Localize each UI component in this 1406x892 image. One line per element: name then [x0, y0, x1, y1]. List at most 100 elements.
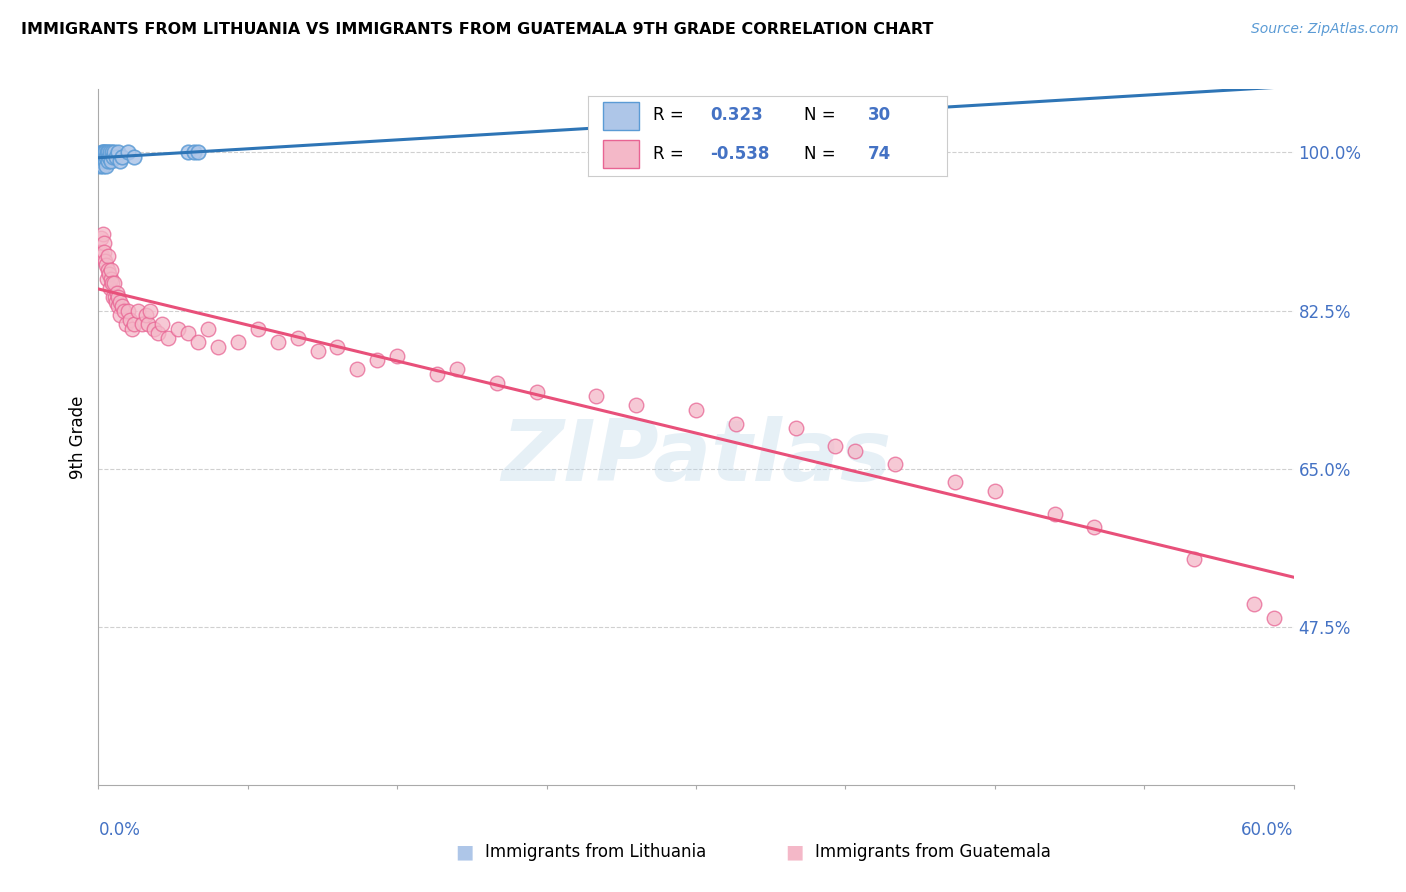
Point — [103, 290, 125, 304]
Point — [97, 263, 120, 277]
Point — [103, 277, 125, 291]
Point — [139, 303, 162, 318]
Point — [94, 154, 117, 169]
Point — [107, 290, 129, 304]
Point — [103, 150, 125, 164]
Point — [105, 294, 128, 309]
Point — [366, 353, 388, 368]
Point — [97, 154, 120, 169]
Point — [90, 231, 112, 245]
Point — [115, 317, 138, 331]
Point — [183, 145, 205, 160]
Text: Immigrants from Guatemala: Immigrants from Guatemala — [815, 843, 1052, 861]
Point — [98, 150, 121, 164]
Point — [136, 317, 159, 331]
Point — [96, 159, 118, 173]
Point — [96, 150, 118, 164]
Point — [197, 321, 219, 335]
Point — [111, 299, 134, 313]
Point — [110, 154, 132, 169]
Point — [93, 227, 115, 241]
Point — [100, 272, 122, 286]
Point — [150, 317, 173, 331]
Point — [724, 417, 747, 431]
Point — [93, 159, 115, 173]
Point — [100, 154, 122, 169]
Text: IMMIGRANTS FROM LITHUANIA VS IMMIGRANTS FROM GUATEMALA 9TH GRADE CORRELATION CHA: IMMIGRANTS FROM LITHUANIA VS IMMIGRANTS … — [21, 22, 934, 37]
Point — [98, 145, 122, 160]
Text: Immigrants from Lithuania: Immigrants from Lithuania — [485, 843, 706, 861]
Point — [426, 367, 449, 381]
Point — [110, 308, 132, 322]
Point — [446, 362, 468, 376]
Point — [96, 259, 118, 273]
Point — [157, 331, 180, 345]
Point — [326, 340, 349, 354]
Point — [96, 272, 118, 286]
Point — [107, 299, 129, 313]
Point — [97, 145, 120, 160]
Point — [246, 321, 269, 335]
Point — [167, 321, 190, 335]
Point — [526, 384, 548, 399]
Point — [103, 145, 125, 160]
Point — [1182, 552, 1205, 566]
Point — [117, 303, 139, 318]
Text: Source: ZipAtlas.com: Source: ZipAtlas.com — [1251, 22, 1399, 37]
Point — [943, 475, 966, 490]
Point — [485, 376, 508, 390]
Point — [844, 443, 866, 458]
Point — [91, 145, 114, 160]
Point — [98, 268, 121, 282]
Point — [984, 484, 1007, 499]
Point — [96, 145, 118, 160]
Point — [785, 421, 807, 435]
Point — [143, 321, 166, 335]
Point — [105, 285, 128, 300]
Point — [585, 389, 607, 403]
Point — [1243, 597, 1265, 611]
Point — [1043, 507, 1066, 521]
Point — [148, 326, 170, 341]
Point — [187, 145, 209, 160]
Point — [127, 303, 149, 318]
Y-axis label: 9th Grade: 9th Grade — [69, 395, 87, 479]
Point — [94, 253, 117, 268]
Point — [93, 145, 115, 160]
Point — [346, 362, 368, 376]
Point — [177, 145, 200, 160]
Point — [93, 235, 115, 250]
Point — [91, 154, 114, 169]
Point — [135, 308, 157, 322]
Point — [121, 321, 143, 335]
Point — [93, 244, 115, 259]
Point — [97, 249, 120, 263]
Point — [1083, 520, 1105, 534]
Point — [884, 457, 907, 471]
Text: 60.0%: 60.0% — [1241, 822, 1294, 839]
Point — [131, 317, 153, 331]
Point — [824, 439, 846, 453]
Point — [267, 335, 290, 350]
Text: 0.0%: 0.0% — [98, 822, 141, 839]
Point — [89, 159, 111, 173]
Text: ■: ■ — [454, 842, 474, 862]
Point — [89, 244, 111, 259]
Point — [120, 312, 142, 326]
Point — [93, 150, 115, 164]
Point — [177, 326, 200, 341]
Point — [226, 335, 249, 350]
Point — [187, 335, 209, 350]
Point — [626, 399, 648, 413]
Point — [104, 290, 127, 304]
Point — [124, 150, 146, 164]
Point — [124, 317, 146, 331]
Point — [207, 340, 229, 354]
Point — [98, 281, 122, 295]
Text: ZIPatlas: ZIPatlas — [501, 417, 891, 500]
Text: ■: ■ — [785, 842, 804, 862]
Point — [111, 150, 134, 164]
Point — [385, 349, 409, 363]
Point — [91, 249, 114, 263]
Point — [287, 331, 309, 345]
